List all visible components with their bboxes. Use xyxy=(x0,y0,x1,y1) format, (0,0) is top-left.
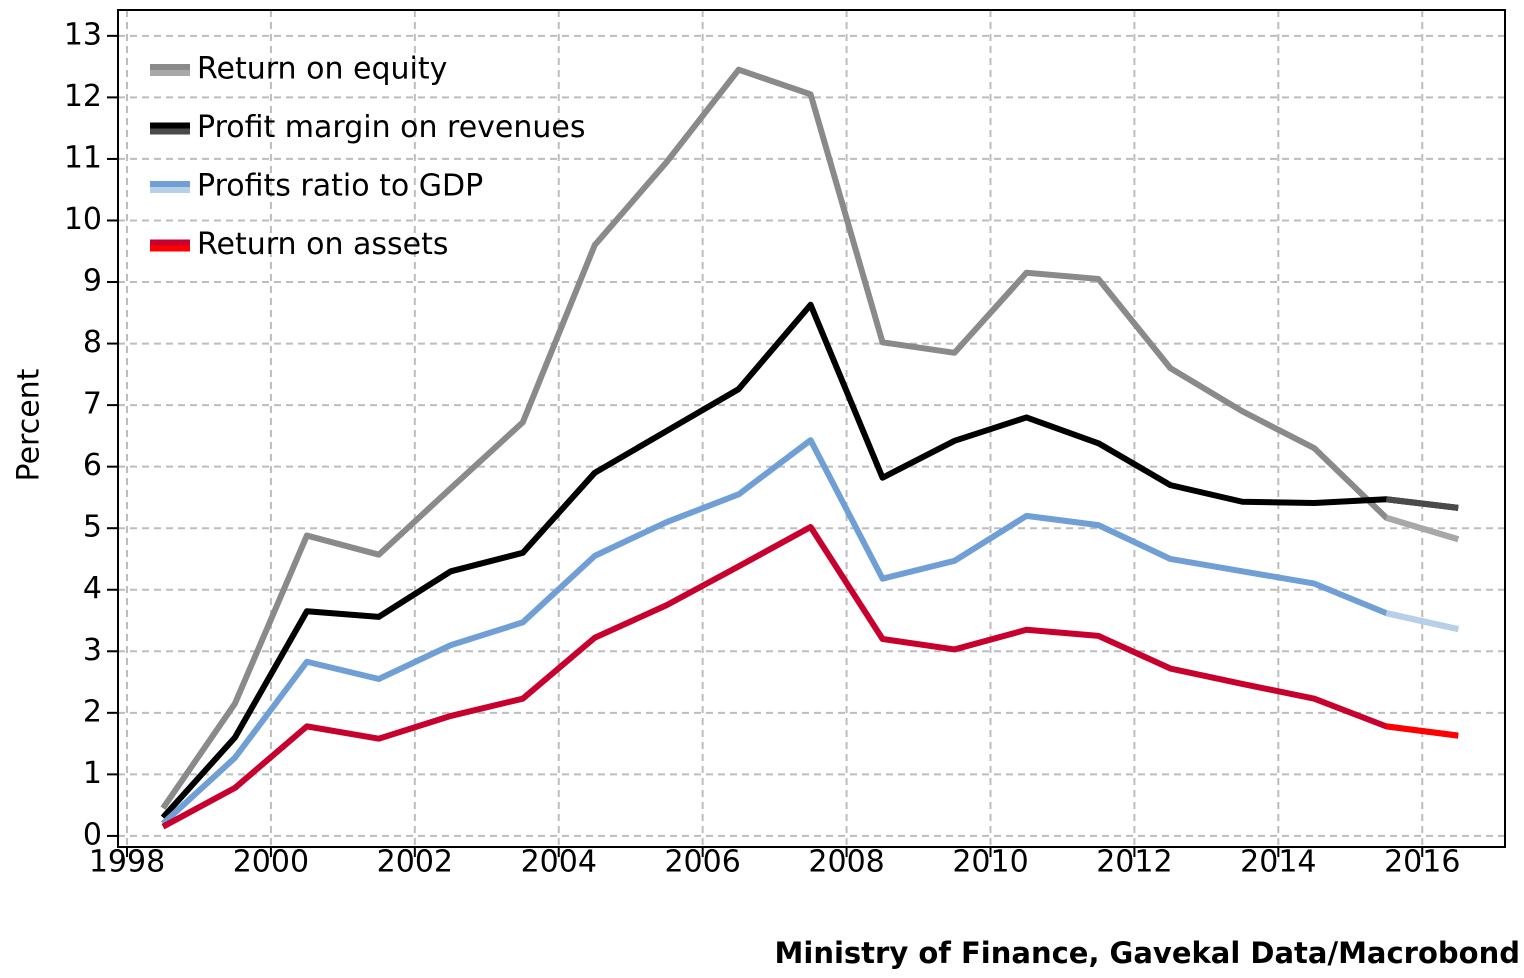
series-line xyxy=(161,523,1459,830)
y-tick-label: 11 xyxy=(64,140,102,175)
series-line xyxy=(160,301,1459,820)
y-tick-label: 0 xyxy=(83,817,102,852)
legend-swatch xyxy=(150,239,190,246)
plot-frame xyxy=(117,9,1506,848)
legend-swatch xyxy=(150,64,190,70)
legend-label: Return on equity xyxy=(197,52,447,87)
recent-segment xyxy=(1385,496,1459,511)
x-tick-label: 1998 xyxy=(89,845,165,880)
recent-segment xyxy=(1385,723,1459,739)
legend-swatch xyxy=(150,187,190,193)
x-tick-label: 2014 xyxy=(1240,845,1316,880)
x-tick-label: 2004 xyxy=(521,845,597,880)
y-tick-label: 1 xyxy=(83,756,102,791)
x-tick-label: 2016 xyxy=(1384,845,1460,880)
legend-swatch xyxy=(150,122,190,129)
x-tick-label: 2006 xyxy=(664,845,740,880)
y-tick-label: 4 xyxy=(83,571,102,606)
series-line xyxy=(160,437,1459,826)
legend-swatch xyxy=(150,245,190,252)
x-tick-label: 2002 xyxy=(377,845,453,880)
y-tick-label: 6 xyxy=(83,448,102,483)
y-tick-label: 10 xyxy=(64,202,102,237)
x-tick-label: 2008 xyxy=(808,845,884,880)
y-tick-label: 2 xyxy=(83,694,102,729)
series-line xyxy=(160,66,1460,810)
legend-label: Profits ratio to GDP xyxy=(197,169,483,204)
source-note: Ministry of Finance, Gavekal Data/Macrob… xyxy=(775,936,1520,970)
y-axis-label: Percent xyxy=(12,368,47,481)
legend-swatch xyxy=(150,181,190,187)
recent-segment xyxy=(1385,610,1459,633)
y-tick-label: 8 xyxy=(83,325,102,360)
x-tick-label: 2012 xyxy=(1096,845,1172,880)
y-tick-label: 5 xyxy=(83,510,102,545)
y-tick-label: 3 xyxy=(83,633,102,668)
x-tick-label: 2010 xyxy=(952,845,1028,880)
y-tick-label: 13 xyxy=(64,17,102,52)
legend-label: Profit margin on revenues xyxy=(197,110,586,145)
legend-swatch xyxy=(150,128,190,135)
x-tick-label: 2000 xyxy=(233,845,309,880)
y-tick-label: 12 xyxy=(64,79,102,114)
recent-segment xyxy=(1385,514,1460,543)
y-tick-label: 9 xyxy=(83,264,102,299)
y-tick-label: 7 xyxy=(83,387,102,422)
legend-swatch xyxy=(150,70,190,76)
legend-label: Return on assets xyxy=(197,227,448,262)
